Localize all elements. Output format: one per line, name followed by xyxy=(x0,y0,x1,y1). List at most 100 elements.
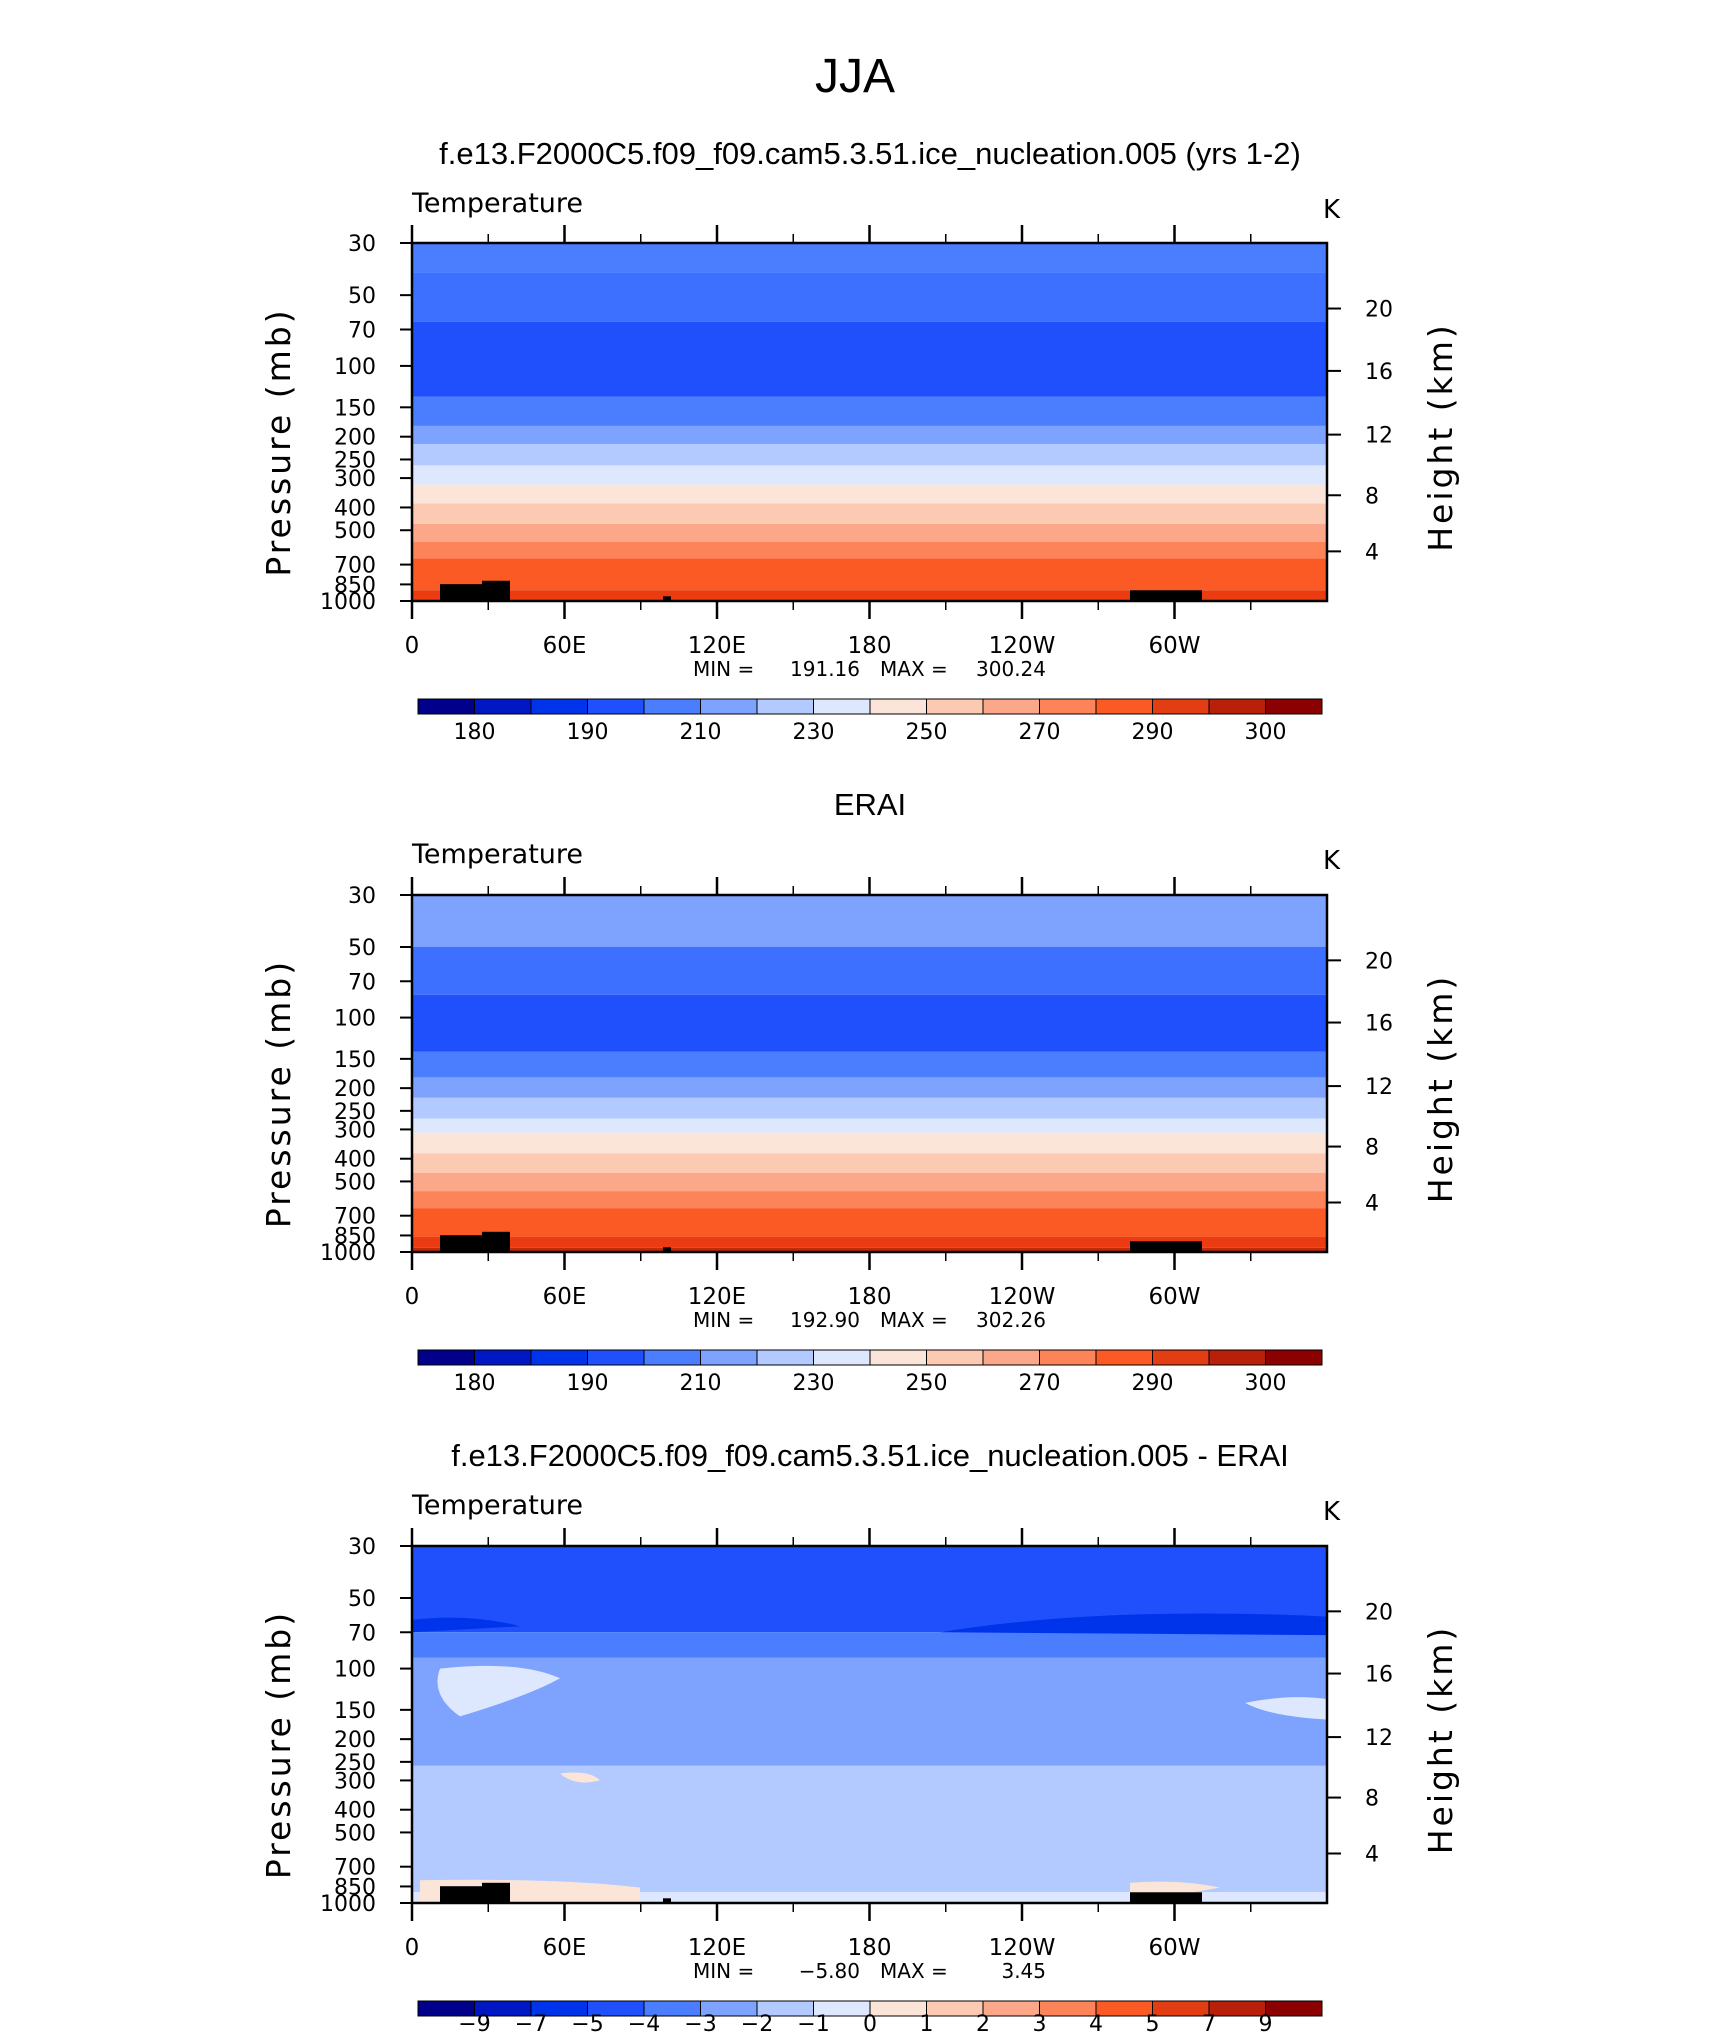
y-tick-label-right: 20 xyxy=(1365,298,1393,323)
y-tick-label: 250 xyxy=(334,448,376,473)
y-tick-label-right: 8 xyxy=(1365,1136,1379,1161)
contour-band xyxy=(412,1172,1327,1192)
colorbar-label: −7 xyxy=(515,2012,547,2037)
y-tick-label: 50 xyxy=(348,284,376,309)
colorbar-swatch xyxy=(982,2000,1040,2017)
y-axis-title-right: Height (km) xyxy=(1421,974,1460,1204)
y-tick-label: 200 xyxy=(334,1077,376,1102)
y-tick-label: 200 xyxy=(334,426,376,451)
colorbar-swatch xyxy=(1039,2000,1097,2017)
colorbar-label: 210 xyxy=(680,1371,722,1396)
colorbar-label: 230 xyxy=(793,720,835,745)
colorbar-swatch xyxy=(474,698,532,715)
topography-mask xyxy=(482,1231,510,1252)
contour-band xyxy=(412,523,1327,542)
variable-label: Temperature xyxy=(411,1490,583,1521)
contour-band xyxy=(412,1657,1327,1766)
min-label: MIN = xyxy=(693,1308,754,1332)
contour-field xyxy=(412,895,1327,1252)
x-tick-label: 0 xyxy=(405,1284,420,1310)
contour-band xyxy=(412,1632,1327,1658)
colorbar-swatch xyxy=(813,698,871,715)
colorbar-swatch xyxy=(869,698,927,715)
y-tick-label-right: 20 xyxy=(1365,1600,1393,1625)
colorbar-label: −4 xyxy=(628,2012,660,2037)
topography-mask xyxy=(482,1882,510,1903)
colorbar-label: −9 xyxy=(458,2012,490,2037)
y-tick-label-right: 12 xyxy=(1365,1726,1393,1751)
colorbar-swatch xyxy=(926,2000,984,2017)
colorbar-label: 7 xyxy=(1202,2012,1216,2037)
x-tick-label: 60E xyxy=(543,1284,587,1310)
contour-band xyxy=(412,541,1327,559)
contour-band xyxy=(412,1236,1327,1248)
y-tick-label: 500 xyxy=(334,1821,376,1846)
colorbar-swatch xyxy=(1208,1349,1266,1366)
x-tick-label: 60E xyxy=(543,633,587,659)
colorbar-swatch xyxy=(530,698,588,715)
colorbar-label: 190 xyxy=(567,720,609,745)
min-value: 191.16 xyxy=(790,657,860,681)
chart-panel-1: f.e13.F2000C5.f09_f09.cam5.3.51.ice_nucl… xyxy=(259,136,1460,745)
variable-label: Temperature xyxy=(411,188,583,219)
colorbar-swatch xyxy=(982,698,1040,715)
topography-mask xyxy=(663,596,671,601)
colorbar-label: 290 xyxy=(1132,1371,1174,1396)
chart-title: f.e13.F2000C5.f09_f09.cam5.3.51.ice_nucl… xyxy=(451,1438,1289,1473)
colorbar-label: 290 xyxy=(1132,720,1174,745)
y-tick-label: 850 xyxy=(334,1875,376,1900)
y-axis-title-left: Pressure (mb) xyxy=(259,1610,298,1879)
variable-label: Temperature xyxy=(411,839,583,870)
contour-band xyxy=(412,1077,1327,1098)
colorbar-swatch xyxy=(756,698,814,715)
topography-mask xyxy=(482,580,510,601)
x-tick-label: 60W xyxy=(1148,1935,1200,1961)
colorbar-swatch xyxy=(1039,1349,1097,1366)
min-label: MIN = xyxy=(693,1959,754,1983)
x-tick-label: 0 xyxy=(405,633,420,659)
colorbar-label: −3 xyxy=(684,2012,716,2037)
colorbar-label: 9 xyxy=(1259,2012,1273,2037)
colorbar-swatch xyxy=(1208,698,1266,715)
x-tick-label: 60W xyxy=(1148,1284,1200,1310)
y-tick-label: 700 xyxy=(334,1856,376,1881)
max-value: 302.26 xyxy=(976,1308,1046,1332)
colorbar-label: 230 xyxy=(793,1371,835,1396)
contour-band xyxy=(1245,1697,1327,1720)
colorbar-swatch xyxy=(1208,2000,1266,2017)
colorbar-swatch xyxy=(1039,698,1097,715)
colorbar-label: 190 xyxy=(567,1371,609,1396)
colorbar-swatch xyxy=(1265,2000,1323,2017)
y-tick-label: 150 xyxy=(334,1048,376,1073)
colorbar-swatch xyxy=(756,1349,814,1366)
colorbar-swatch xyxy=(643,698,701,715)
contour-band xyxy=(412,484,1327,504)
y-tick-label: 70 xyxy=(348,970,376,995)
y-tick-label: 400 xyxy=(334,496,376,521)
contour-band xyxy=(412,558,1327,591)
colorbar: 180 190 210 230 250 270 290 300 xyxy=(417,698,1323,745)
y-tick-label-right: 4 xyxy=(1365,1843,1379,1868)
colorbar-swatch xyxy=(587,698,645,715)
colorbar-swatch xyxy=(926,1349,984,1366)
colorbar-label: 4 xyxy=(1089,2012,1103,2037)
y-tick-label: 30 xyxy=(348,884,376,909)
contour-band xyxy=(412,1132,1327,1154)
colorbar-swatch xyxy=(643,1349,701,1366)
topography-mask xyxy=(663,1898,671,1903)
y-tick-label: 50 xyxy=(348,936,376,961)
y-tick-label-right: 8 xyxy=(1365,484,1379,509)
colorbar-label: 300 xyxy=(1245,720,1287,745)
y-tick-label: 100 xyxy=(334,1007,376,1032)
contour-band xyxy=(412,590,1327,601)
chart-panel-3: f.e13.F2000C5.f09_f09.cam5.3.51.ice_nucl… xyxy=(259,1438,1460,2037)
y-tick-label: 30 xyxy=(348,1535,376,1560)
colorbar: 180 190 210 230 250 270 290 300 xyxy=(417,1349,1323,1396)
contour-band xyxy=(560,1772,600,1783)
units-label: K xyxy=(1323,1497,1341,1527)
y-tick-label-right: 4 xyxy=(1365,540,1379,565)
y-tick-label: 700 xyxy=(334,1205,376,1230)
y-tick-label: 150 xyxy=(334,1699,376,1724)
y-tick-label: 850 xyxy=(334,573,376,598)
